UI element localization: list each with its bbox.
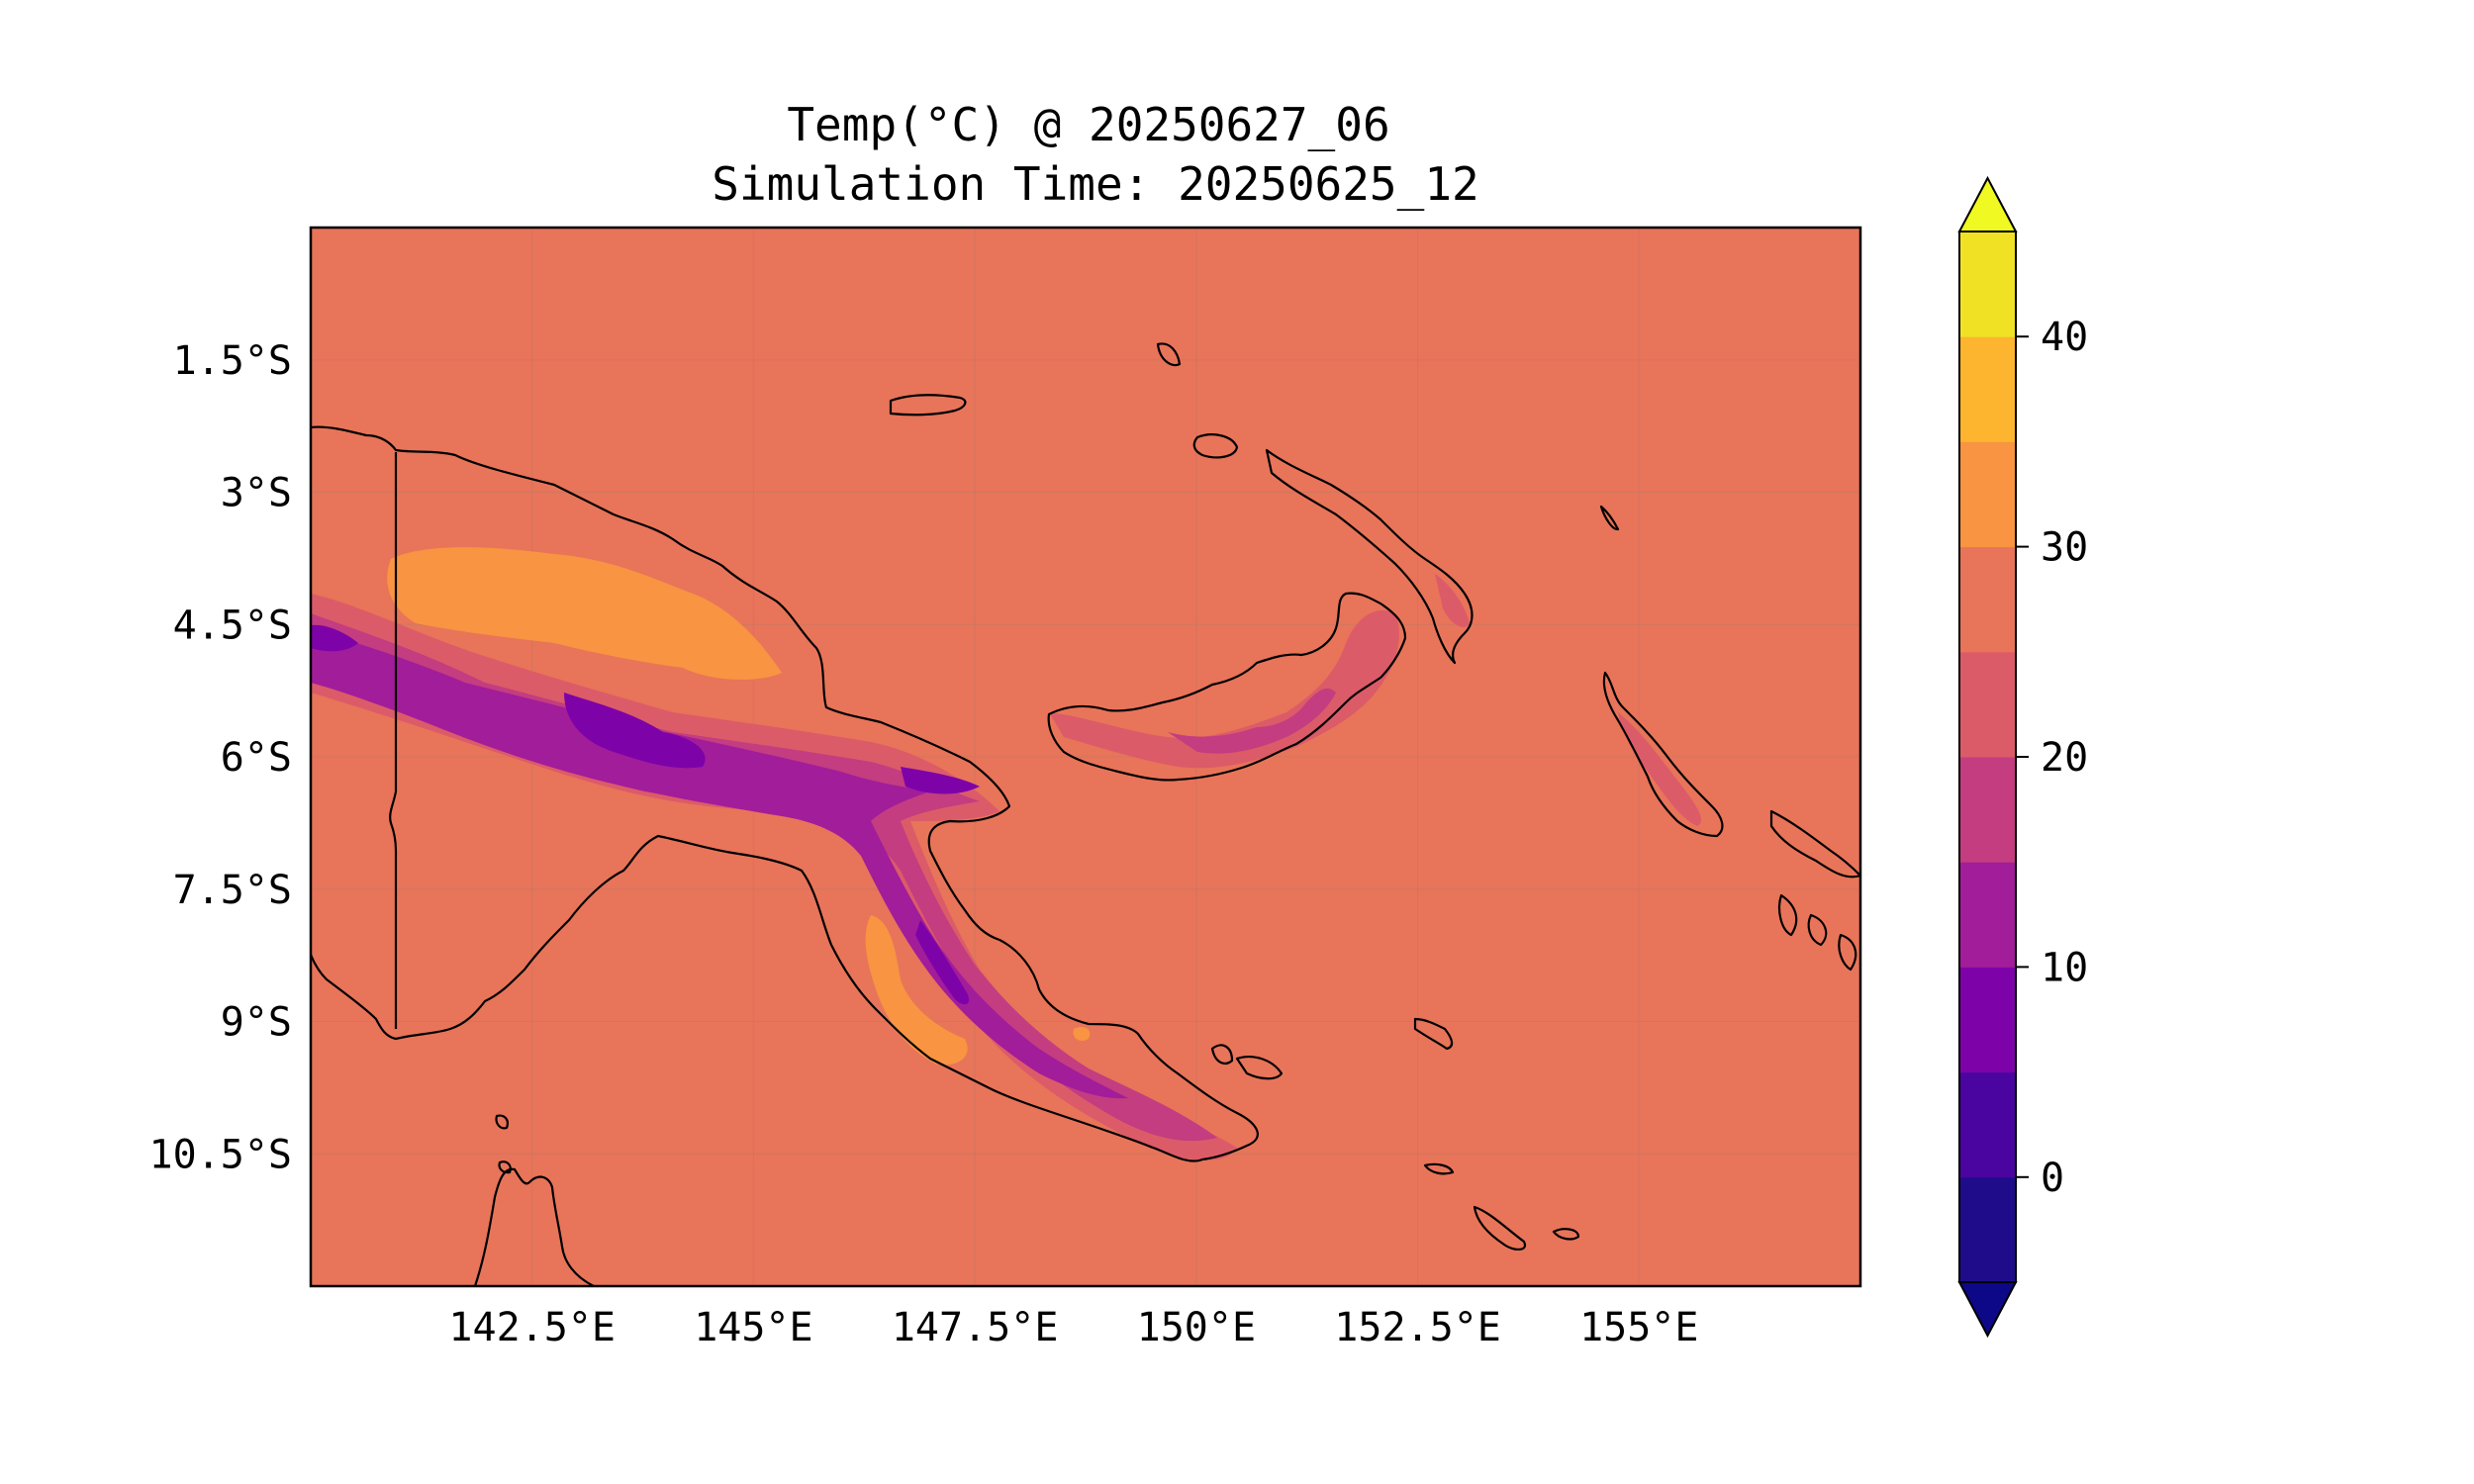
coastline-new-ireland [1265,448,1474,665]
lon-tick-label: 142.5°E [448,1305,616,1350]
lat-tick-label: 10.5°S [149,1132,293,1177]
colorbar-segment [1959,232,2016,337]
lat-tick-label: 9°S [221,1000,292,1046]
colorbar-segment [1959,1071,2016,1178]
colorbar-segment [1959,336,2016,442]
colorbar-ticks: 0 10 20 30 40 [2016,315,2088,1201]
colorbar-segment [1959,1176,2016,1283]
colorbar-tick-label: 40 [2041,315,2088,360]
lat-tick-label: 3°S [221,471,292,516]
map-panel: 142.5°E 145°E 147.5°E 150°E 152.5°E 155°… [149,226,1862,1350]
lat-tick-label: 7.5°S [173,868,292,913]
contour-20-25-bougainville [1618,712,1702,826]
coastline-north-island-3 [1599,505,1620,531]
coastline-dentrecasteaux [1210,1044,1284,1080]
coastline-trobriand [1413,1017,1454,1051]
colorbar-segments [1959,232,2016,1283]
coastline-north-island-1 [1156,342,1182,367]
contour-30-35-east-peninsula [865,915,968,1066]
lat-tick-label: 6°S [221,735,292,781]
lon-tick-label: 150°E [1137,1305,1256,1350]
coastlines [311,342,1860,1286]
contour-5-10-core-west [311,624,358,652]
colorbar: 0 10 20 30 40 [1957,175,2088,1339]
latitude-tick-labels: 1.5°S 3°S 4.5°S 6°S 7.5°S 9°S 10.5°S [149,338,293,1178]
colorbar-tick-label: 20 [2041,735,2088,781]
contour-30-35-north-lowland [387,547,782,680]
colorbar-tick-label: 0 [2041,1156,2064,1201]
longitude-tick-labels: 142.5°E 145°E 147.5°E 150°E 152.5°E 155°… [448,1305,1698,1350]
contour-5-10-core-central [564,693,706,769]
colorbar-segment [1959,757,2016,863]
border-line [389,452,398,1029]
colorbar-tick-label: 10 [2041,945,2088,990]
colorbar-tick-label: 30 [2041,525,2088,571]
lat-tick-label: 4.5°S [173,603,292,648]
contour-5-10-core-east [901,767,980,794]
coastline-new-britain [1047,592,1407,782]
colorbar-segment [1959,651,2016,758]
lon-tick-label: 155°E [1579,1305,1698,1350]
coastline-torres-islands [495,1114,512,1174]
contour-15-20-new-britain [1168,688,1336,754]
colorbar-segment [1959,441,2016,548]
temperature-contours [311,547,1702,1160]
lon-tick-label: 145°E [694,1305,812,1350]
colorbar-under-extension [1957,1281,2018,1339]
coastline-rossel [1423,1162,1455,1175]
coastline-manus [889,394,967,417]
coastline-bougainville [1602,671,1724,838]
colorbar-over-extension [1957,175,2018,232]
contour-10-15-core [311,628,1128,1099]
coastline-new-guinea [311,425,1259,1162]
coastline-north-island-2 [1192,433,1239,459]
coastline-louisiade [1473,1205,1580,1251]
map-frame [309,226,1862,1288]
lat-tick-label: 1.5°S [173,338,292,384]
title-line-1: Temp(°C) @ 20250627_06 [787,98,1389,151]
colorbar-segment [1959,967,2016,1073]
coastline-cape-york [473,1167,595,1286]
lon-tick-label: 152.5°E [1334,1305,1501,1350]
colorbar-segment [1959,546,2016,653]
coastline-isabel [1777,893,1798,937]
colorbar-segment [1959,862,2016,968]
title-line-2: Simulation Time: 20250625_12 [712,157,1478,211]
coastline-east-islands [1807,913,1857,972]
contour-30-35-patch-1 [1073,1027,1091,1041]
coastline-choiseul [1769,809,1860,879]
contour-20-25-new-ireland [1435,574,1470,628]
lon-tick-label: 147.5°E [892,1305,1059,1350]
contour-5-10-core-south [915,920,970,1005]
contour-20-25-new-britain [1049,609,1399,769]
